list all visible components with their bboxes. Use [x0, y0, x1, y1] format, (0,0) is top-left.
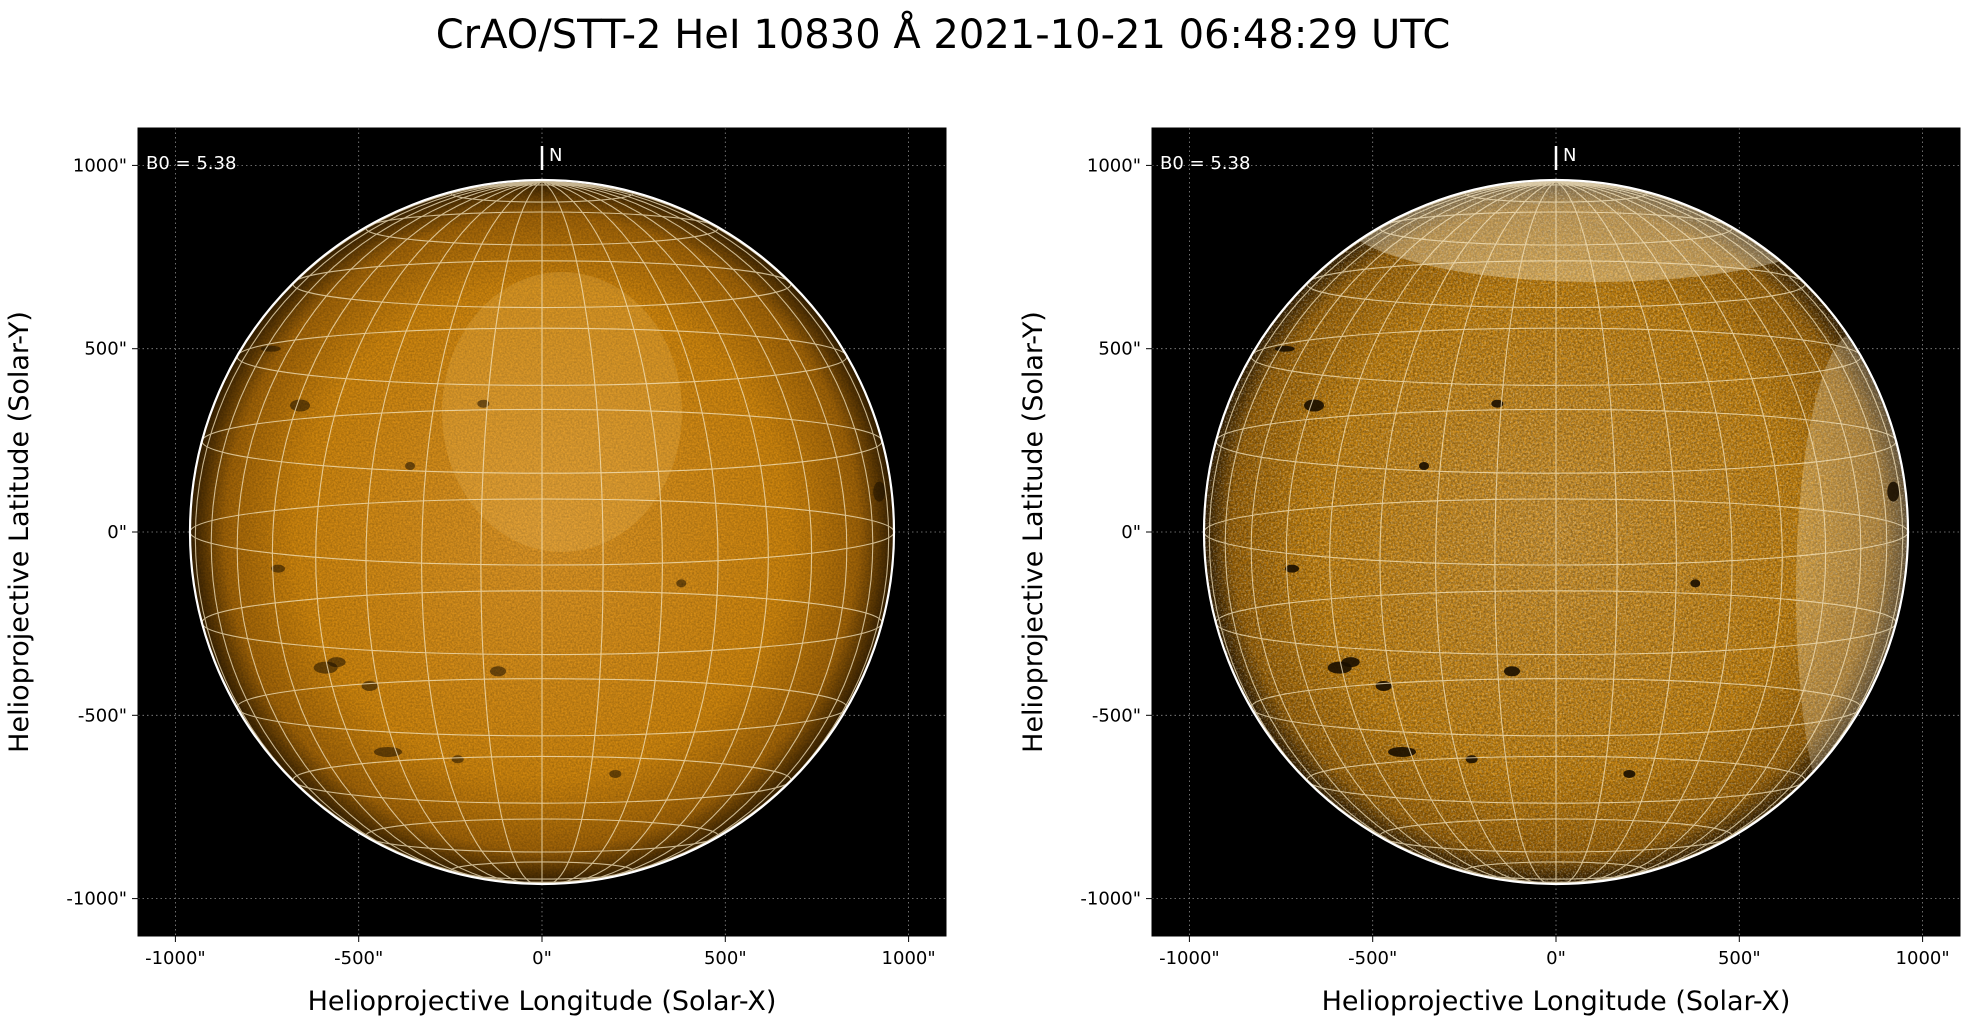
- longitude-line: [236, 181, 543, 884]
- b0-label: B0 = 5.38: [146, 153, 236, 174]
- longitude-line: [1555, 181, 1733, 884]
- x-tick-label: 1000": [1896, 948, 1950, 969]
- b0-label: B0 = 5.38: [1160, 153, 1250, 174]
- longitude-line: [541, 181, 663, 884]
- longitude-line: [1329, 181, 1557, 884]
- longitude-line: [1555, 181, 1618, 884]
- dark-feature: [1623, 769, 1636, 778]
- y-tick-label: 0": [107, 522, 127, 543]
- longitude-line: [541, 181, 719, 884]
- longitude-line: [271, 181, 543, 884]
- dark-feature: [1491, 399, 1504, 408]
- dark-feature: [405, 462, 416, 471]
- longitude-line: [190, 181, 543, 883]
- longitude-line: [421, 181, 543, 884]
- dark-feature: [1285, 564, 1300, 573]
- north-label: N: [549, 145, 562, 166]
- dark-feature: [1887, 481, 1900, 502]
- longitude-line: [1555, 181, 1783, 884]
- longitude-line: [1204, 181, 1557, 883]
- y-tick-label: -500": [1092, 705, 1141, 726]
- dark-feature: [271, 564, 286, 573]
- dark-feature: [676, 579, 687, 588]
- x-tick-label: 0": [532, 948, 552, 969]
- limb-outline: [1202, 178, 1910, 886]
- dark-feature: [1419, 462, 1430, 471]
- dark-feature: [361, 680, 378, 691]
- dark-feature: [1327, 661, 1352, 674]
- longitude-line: [1224, 181, 1557, 884]
- longitude-line: [480, 181, 543, 884]
- x-axis-label: Helioprojective Longitude (Solar-X): [1322, 986, 1791, 1017]
- dark-feature: [1304, 399, 1325, 412]
- figure-title: CrAO/STT-2 HeI 10830 Å 2021-10-21 06:48:…: [435, 12, 1451, 58]
- x-tick-label: -500": [1348, 948, 1397, 969]
- dark-feature: [451, 755, 464, 764]
- x-tick-label: 500": [1718, 948, 1761, 969]
- longitude-line: [1555, 181, 1862, 884]
- x-tick-label: 500": [704, 948, 747, 969]
- longitude-line: [1250, 181, 1557, 884]
- longitude-line: [1285, 181, 1557, 884]
- dark-feature: [313, 661, 338, 674]
- central-bright-zone: [442, 272, 682, 552]
- dark-feature: [1465, 755, 1478, 764]
- longitude-line: [1555, 181, 1908, 883]
- dark-feature: [1504, 666, 1521, 677]
- x-tick-label: 1000": [882, 948, 936, 969]
- x-tick-label: -1000": [1159, 948, 1220, 969]
- dark-feature: [490, 666, 507, 677]
- longitude-line: [541, 181, 894, 883]
- dark-feature: [290, 399, 311, 412]
- x-axis-label: Helioprojective Longitude (Solar-X): [308, 986, 777, 1017]
- dark-feature: [477, 399, 490, 408]
- north-label: N: [1563, 145, 1576, 166]
- y-tick-label: 500": [1098, 339, 1141, 360]
- longitude-line: [1555, 181, 1677, 884]
- y-tick-label: 1000": [1087, 155, 1141, 176]
- dark-feature: [1690, 579, 1701, 588]
- dark-feature: [609, 769, 622, 778]
- longitude-line: [365, 181, 543, 884]
- longitude-line: [541, 181, 848, 884]
- dark-feature: [873, 481, 886, 502]
- y-tick-label: -1000": [1080, 889, 1141, 910]
- x-tick-label: -500": [334, 948, 383, 969]
- y-axis-label: Helioprojective Latitude (Solar-Y): [1018, 311, 1049, 753]
- x-tick-label: 0": [1546, 948, 1566, 969]
- y-axis-label: Helioprojective Latitude (Solar-Y): [4, 311, 35, 753]
- longitude-line: [315, 181, 543, 884]
- dark-feature: [1274, 345, 1295, 352]
- y-tick-label: 1000": [73, 155, 127, 176]
- longitude-line: [1435, 181, 1557, 884]
- x-tick-label: -1000": [145, 948, 206, 969]
- longitude-line: [541, 181, 769, 884]
- left-panel: N B0 = 5.38 -1000" -500" 0" 500" 1000" 1000" 500…: [4, 127, 947, 1017]
- dark-feature: [260, 345, 281, 352]
- longitude-line: [541, 181, 813, 884]
- limb-outline: [188, 178, 896, 886]
- longitude-line: [1555, 181, 1827, 884]
- y-tick-label: -500": [78, 705, 127, 726]
- longitude-line: [1379, 181, 1557, 884]
- y-tick-label: -1000": [66, 889, 127, 910]
- dark-feature: [1375, 680, 1392, 691]
- y-tick-label: 500": [84, 339, 127, 360]
- longitude-line: [1494, 181, 1557, 884]
- longitude-line: [210, 181, 543, 884]
- longitude-line: [541, 181, 604, 884]
- right-panel: N B0 = 5.38 -1000" -500" 0" 500" 1000" 1000" 500…: [1018, 127, 1961, 1017]
- y-tick-label: 0": [1121, 522, 1141, 543]
